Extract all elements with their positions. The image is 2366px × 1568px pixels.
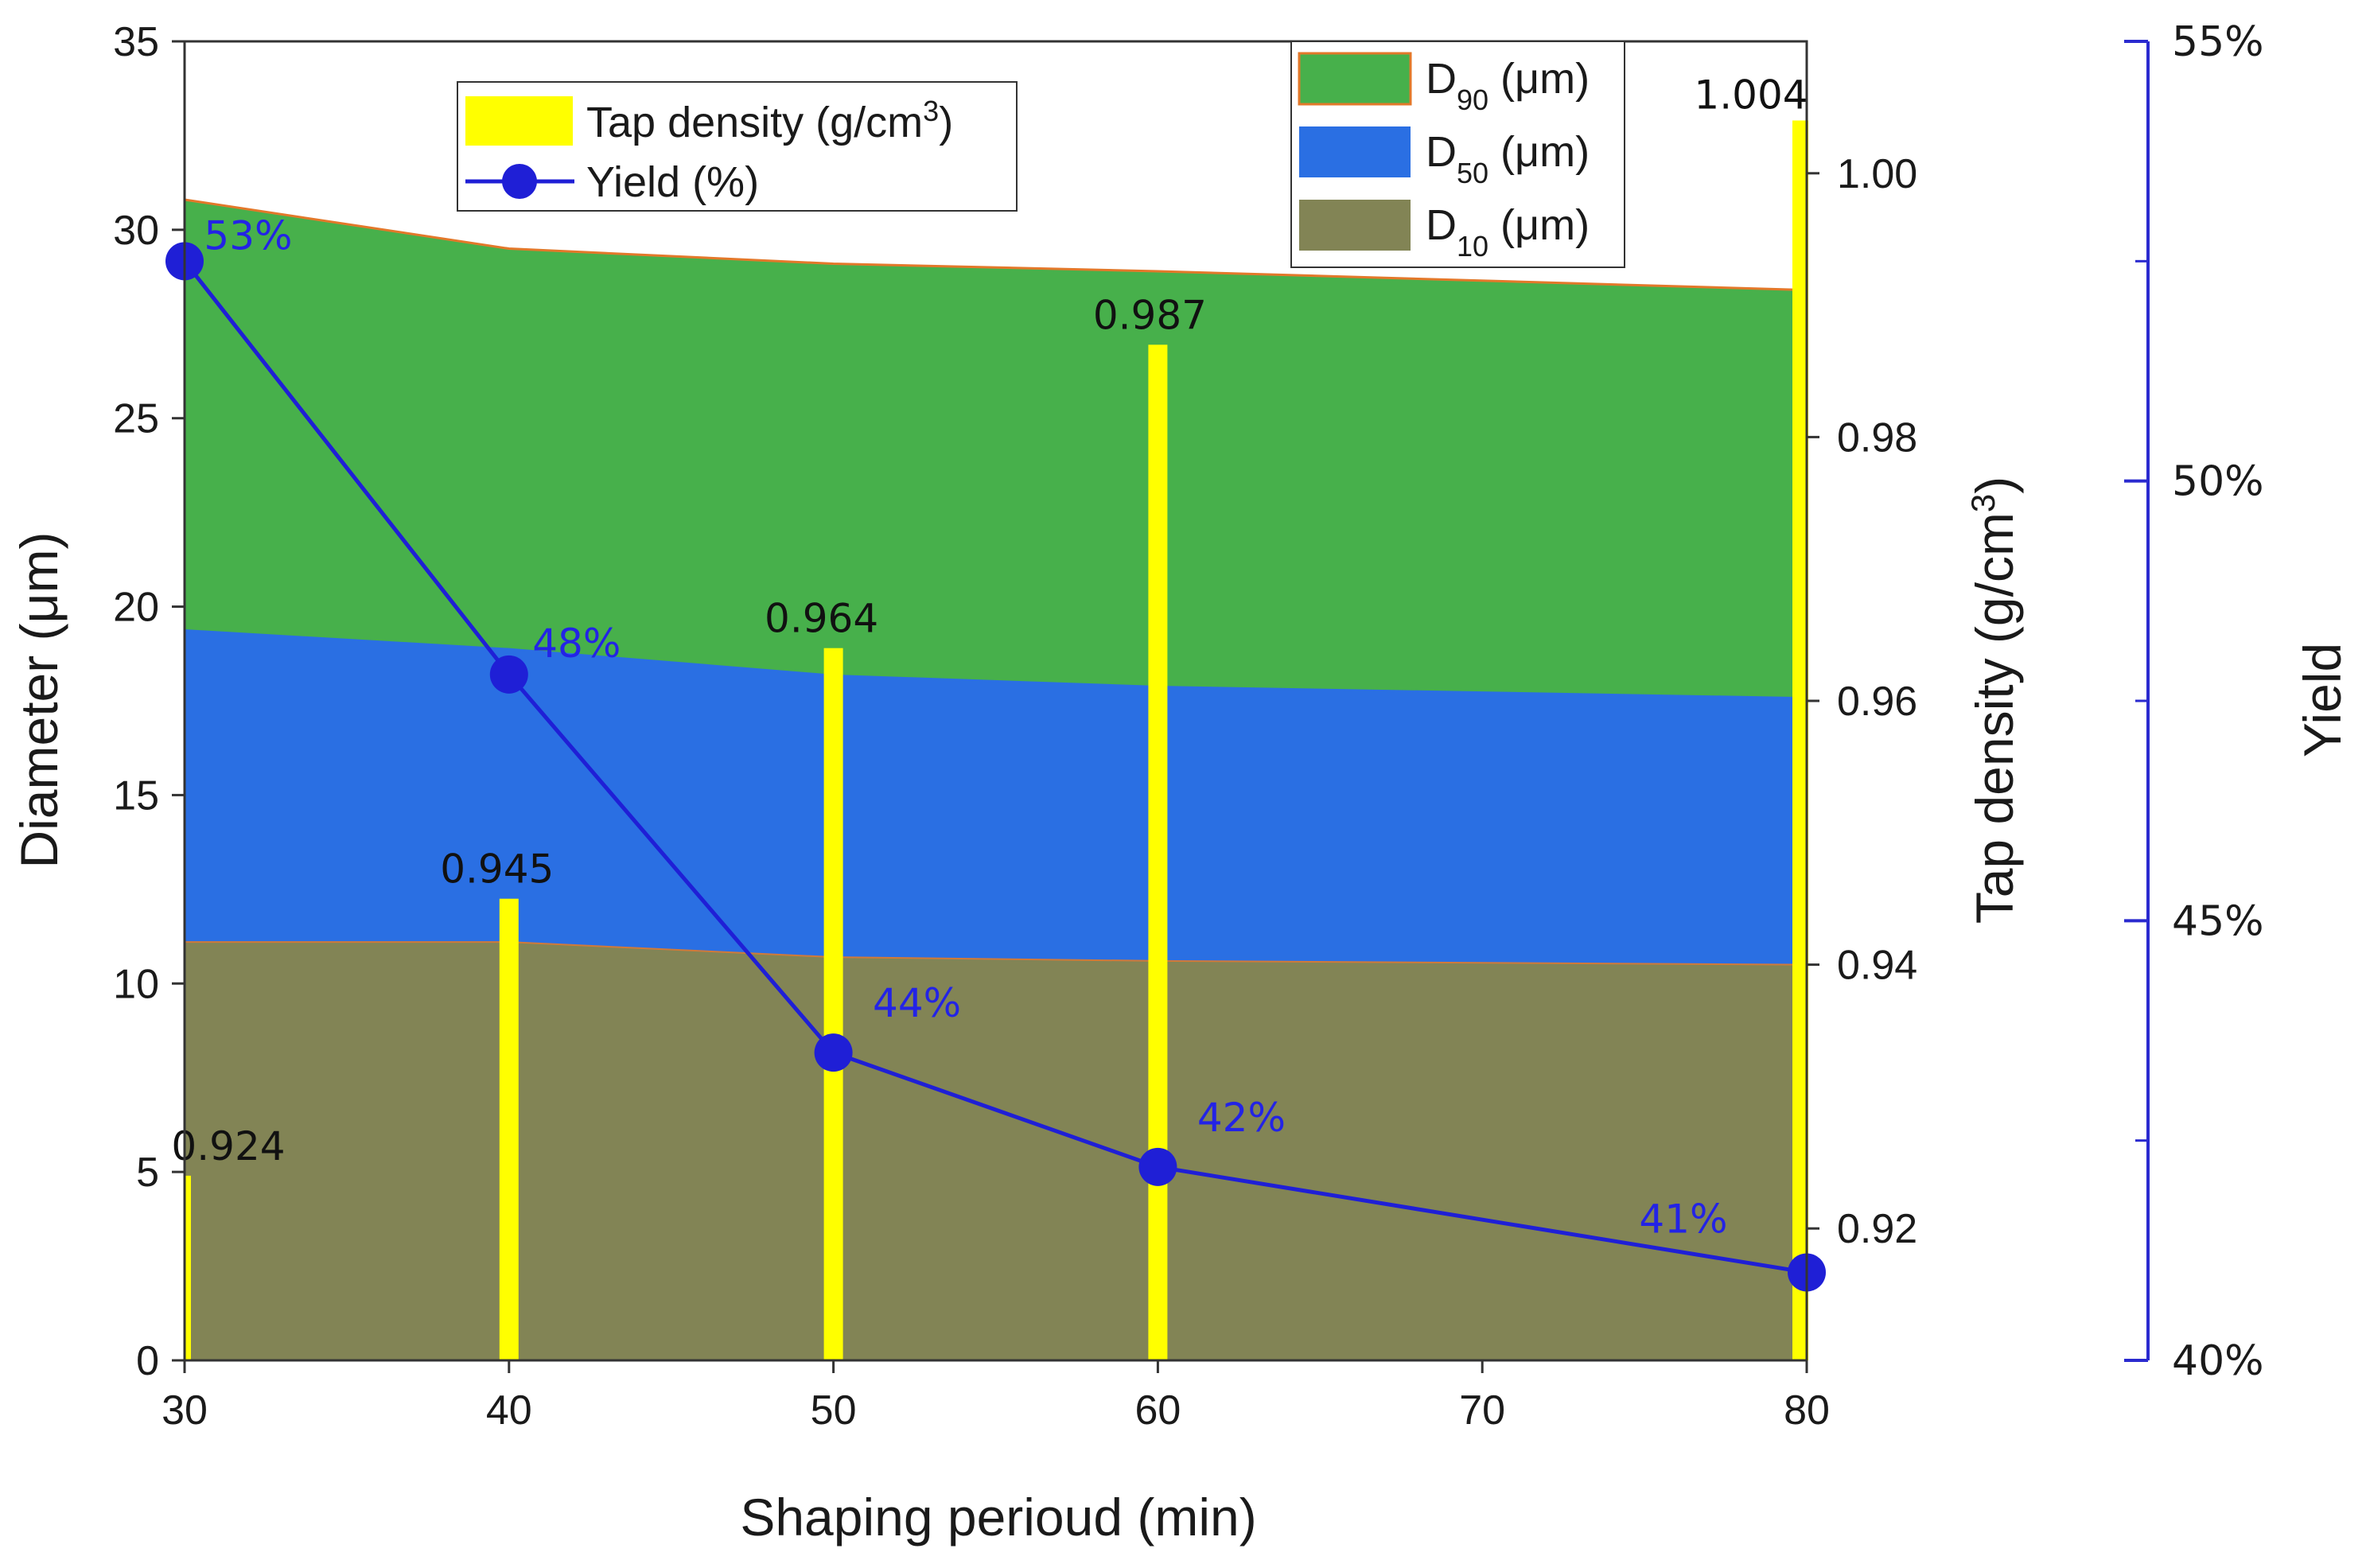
- tap-density-bar: [185, 1175, 191, 1360]
- tap-density-bar: [823, 648, 843, 1360]
- y-tick-label: 35: [113, 19, 159, 65]
- tap-density-label: 0.964: [765, 596, 878, 642]
- legend-label-letter: D: [1426, 201, 1457, 249]
- ticks: 30 40 50 60 70 80 0 5 10 15 20 25 30 35 0.92 0.94 0.96 0.…: [113, 18, 2263, 1434]
- tap-density-axis-title-sup: 3: [1964, 494, 2002, 512]
- legend-tap-density-label: Tap density (g/cm3): [586, 95, 953, 147]
- legend-d50-label: D50 (μm): [1426, 128, 1590, 189]
- legend-label-unit: (μm): [1488, 201, 1590, 249]
- y2-tick-label: 0.94: [1837, 943, 1917, 989]
- x-tick-label: 40: [486, 1387, 532, 1434]
- area-d90-edge: [184, 198, 1808, 292]
- yield-marker: [489, 655, 528, 694]
- yield-label: 44%: [873, 980, 961, 1026]
- legend-label-unit: (μm): [1488, 55, 1590, 103]
- tap-density-axis-title-close: ): [1965, 477, 2024, 494]
- x-tick-label: 80: [1784, 1387, 1830, 1434]
- yield-label: 41%: [1639, 1196, 1727, 1242]
- yield-label: 48%: [532, 621, 621, 667]
- y3-tick-label: 40%: [2172, 1337, 2264, 1385]
- x-tick-label: 70: [1459, 1387, 1505, 1434]
- y2-tick-label: 0.92: [1837, 1206, 1917, 1252]
- tap-density-label: 1.004: [1694, 72, 1808, 118]
- legend-label-subscript: 10: [1457, 230, 1488, 263]
- x-tick-label: 50: [811, 1387, 857, 1434]
- legend-diameters: D90 (μm)D50 (μm)D10 (μm): [1290, 41, 1625, 268]
- y-tick-label: 25: [113, 396, 159, 442]
- legend-label-letter: D: [1426, 128, 1457, 176]
- yield-marker: [1138, 1147, 1177, 1186]
- legend-label-unit: (μm): [1488, 128, 1590, 176]
- legend-d90-swatch: [1298, 52, 1412, 106]
- y-tick-label: 0: [136, 1338, 159, 1384]
- legend-d50-swatch: [1299, 126, 1411, 177]
- legend-d90-label: D90 (μm): [1426, 55, 1590, 116]
- y2-tick-label: 1.00: [1837, 151, 1917, 197]
- legend-yield-label: Yield (%): [586, 158, 759, 206]
- tap-density-label: 0.924: [171, 1123, 285, 1169]
- tap-density-axis-title-main: Tap density (g/cm: [1965, 512, 2024, 924]
- yield-axis-title: Yield: [2293, 643, 2352, 757]
- tap-density-bar: [499, 898, 519, 1360]
- y-axis-title: Diameter (μm): [10, 531, 68, 868]
- y3-tick-label: 55%: [2172, 18, 2264, 66]
- tap-density-bars: 0.924 0.945 0.964 0.987 1.004: [171, 72, 1808, 1361]
- y2-tick-label: 0.98: [1837, 414, 1917, 461]
- tap-density-axis-title: Tap density (g/cm3): [1964, 477, 2025, 924]
- tap-density-bar: [1148, 344, 1168, 1361]
- x-axis-title: Shaping perioud (min): [740, 1488, 1256, 1547]
- x-tick-label: 30: [161, 1387, 208, 1434]
- legend-tap-yield: Tap density (g/cm3) Yield (%): [457, 81, 1018, 212]
- y2-tick-label: 0.96: [1837, 679, 1917, 725]
- tap-density-label: 0.945: [440, 846, 554, 893]
- yield-label: 42%: [1197, 1095, 1286, 1141]
- yield-series: 53% 48% 44% 42% 41%: [165, 212, 1826, 1292]
- y3-tick-label: 45%: [2172, 897, 2264, 945]
- y3-tick-label: 50%: [2172, 458, 2264, 506]
- legend-d10-label: D10 (μm): [1426, 201, 1590, 263]
- x-tick-label: 60: [1134, 1387, 1181, 1434]
- legend-tap-density-main: Tap density (g/cm: [586, 99, 923, 146]
- y-tick-label: 15: [113, 772, 159, 819]
- diameter-areas: [184, 198, 1808, 1361]
- legend-yield-marker: [502, 164, 537, 199]
- legend-d10-swatch: [1299, 200, 1411, 251]
- yield-marker: [814, 1033, 853, 1072]
- area-d10: [185, 942, 1807, 1360]
- legend-tap-density-swatch: [465, 96, 573, 146]
- yield-label: 53%: [204, 212, 292, 259]
- legend-tap-density-close: ): [939, 99, 953, 146]
- legend-label-letter: D: [1426, 55, 1457, 103]
- legend-label-subscript: 50: [1457, 157, 1488, 189]
- legend-label-subscript: 90: [1457, 84, 1488, 116]
- tap-density-bar: [1792, 120, 1808, 1361]
- y-tick-label: 30: [113, 208, 159, 254]
- legend-tap-density-sup: 3: [923, 95, 939, 127]
- y-tick-label: 20: [113, 585, 159, 631]
- y-tick-label: 5: [136, 1150, 159, 1196]
- y-tick-label: 10: [113, 961, 159, 1007]
- tap-density-label: 0.987: [1093, 292, 1207, 338]
